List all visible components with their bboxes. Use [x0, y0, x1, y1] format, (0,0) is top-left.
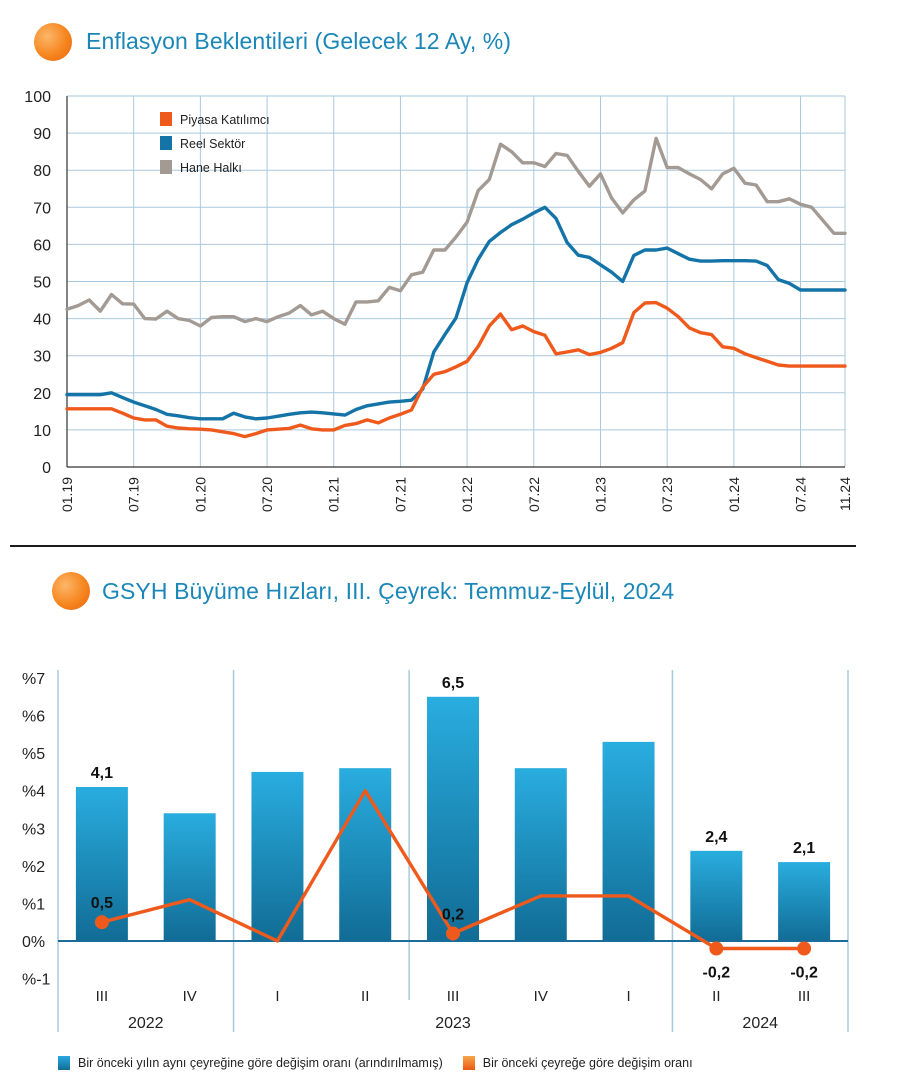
x-tick-label: 07.24 [793, 477, 809, 512]
legend-swatch [160, 160, 172, 174]
y-tick-label: %6 [22, 709, 45, 726]
bar-yoy [427, 696, 479, 941]
x-tick-label: 01.22 [459, 477, 475, 512]
x-tick-label: 07.20 [259, 477, 275, 512]
year-label: 2023 [435, 1015, 471, 1032]
y-tick-label: 40 [33, 312, 51, 329]
y-tick-label: %4 [22, 784, 45, 801]
qoq-point-marker [797, 941, 812, 956]
title-bullet-icon [52, 572, 90, 610]
y-tick-label: 60 [33, 237, 51, 254]
bar-value-label: 2,1 [793, 840, 815, 857]
legend-label: Hane Halkı [180, 161, 242, 175]
line-value-label: 0,2 [442, 906, 464, 923]
quarter-label: III [96, 988, 109, 1005]
quarter-label: III [798, 988, 811, 1005]
title-bullet-icon [34, 23, 72, 61]
series-line-piyasa [65, 300, 847, 439]
quarter-label: II [361, 988, 369, 1005]
x-tick-label: 01.23 [592, 477, 608, 512]
series-line-hane [65, 136, 847, 328]
quarter-label: IV [534, 988, 548, 1005]
quarter-label: II [712, 988, 720, 1005]
series-line-reel [65, 205, 847, 421]
bar-yoy [251, 771, 304, 941]
y-tick-label: %5 [22, 746, 45, 763]
legend-swatch-qoq [462, 1056, 475, 1070]
y-tick-label: 20 [33, 386, 51, 403]
legend-swatch [160, 136, 172, 150]
quarter-label: I [275, 988, 279, 1005]
bar-yoy [514, 768, 567, 941]
x-tick-label: 07.19 [126, 477, 142, 512]
bar-yoy [602, 741, 655, 941]
y-tick-label: 50 [33, 275, 51, 292]
y-tick-label: 10 [33, 423, 51, 440]
legend-label-yoy: Bir önceki yılın aynı çeyreğine göre değ… [78, 1056, 443, 1070]
y-tick-label: 70 [33, 200, 51, 217]
inflation-expectations-chart: 0 10 20 30 40 50 60 70 80 90 100 01.19 07.19 01.20 07.… [24, 89, 853, 512]
bar-value-label: 6,5 [442, 675, 464, 692]
line-value-label: -0,2 [703, 965, 731, 982]
y-tick-label: 0% [22, 934, 45, 951]
y-tick-label: %2 [22, 859, 45, 876]
y-tick-label: %3 [22, 821, 45, 838]
y-tick-label: %1 [22, 896, 45, 913]
x-tick-label: 01.24 [726, 477, 742, 512]
y-tick-label: 100 [24, 89, 51, 106]
year-label: 2024 [742, 1015, 778, 1032]
y-tick-label: 80 [33, 163, 51, 180]
line-value-label: -0,2 [790, 965, 818, 982]
y-tick-label: 90 [33, 126, 51, 143]
quarter-label: IV [183, 988, 197, 1005]
qoq-point-marker [94, 915, 109, 930]
y-tick-label: 30 [33, 349, 51, 366]
section-divider [10, 545, 856, 547]
x-tick-label: 01.20 [192, 477, 208, 512]
x-tick-label: 01.19 [59, 477, 75, 512]
legend-swatch [160, 112, 172, 126]
bar-yoy [163, 813, 216, 941]
chart2-legend: Bir önceki yılın aynı çeyreğine göre değ… [58, 1056, 693, 1070]
y-tick-label: %-1 [22, 972, 51, 989]
x-tick-label: 07.23 [659, 477, 675, 512]
y-tick-label: %7 [22, 671, 45, 688]
chart2-title: GSYH Büyüme Hızları, III. Çeyrek: Temmuz… [102, 578, 675, 604]
legend-label: Reel Sektör [180, 137, 245, 151]
bar-value-label: 2,4 [705, 829, 727, 846]
x-tick-label: 01.21 [326, 477, 342, 512]
qoq-point-marker [446, 926, 460, 941]
bar-yoy [339, 768, 392, 941]
y-tick-label: 0 [42, 460, 51, 477]
quarter-label: III [447, 988, 460, 1005]
legend-swatch-yoy [58, 1056, 70, 1070]
legend-label-qoq: Bir önceki çeyreğe göre değişim oranı [482, 1056, 693, 1070]
x-tick-label: 11.24 [837, 477, 853, 511]
chart1-title: Enflasyon Beklentileri (Gelecek 12 Ay, %… [86, 28, 512, 54]
year-label: 2022 [128, 1015, 164, 1032]
x-tick-label: 07.22 [526, 477, 542, 512]
bar-value-label: 4,1 [91, 765, 113, 782]
bar-yoy [690, 850, 743, 941]
qoq-point-marker [709, 941, 724, 956]
legend-label: Piyasa Katılımcı [180, 113, 270, 127]
quarter-label: I [626, 988, 630, 1005]
bar-yoy [778, 862, 831, 941]
line-value-label: 0,5 [91, 895, 113, 912]
x-tick-label: 07.21 [392, 477, 408, 512]
